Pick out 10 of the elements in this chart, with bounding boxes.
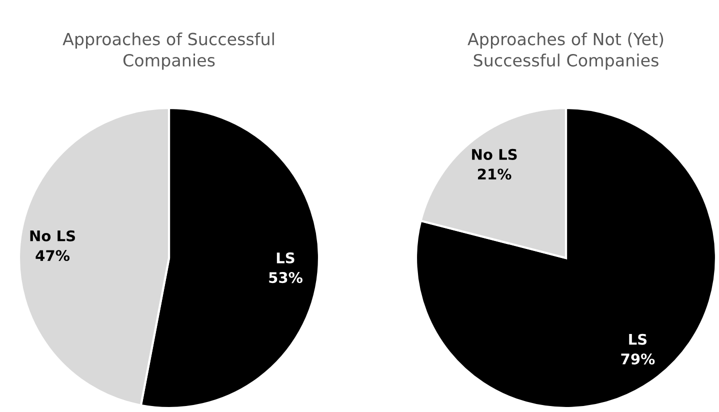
data-label: 79% (621, 353, 655, 365)
chart-title: Approaches of Successful Companies (62, 32, 274, 70)
slice-label: LS (276, 252, 294, 264)
data-label: 47% (36, 250, 70, 262)
slice-label: LS (629, 334, 647, 345)
slice-label: No LS (30, 230, 75, 242)
data-label: 21% (478, 168, 512, 180)
chart-title: Approaches of Not (Yet) Successful Companies (468, 32, 664, 70)
data-label: 53% (269, 272, 302, 284)
slice-label: No LS (472, 148, 517, 160)
